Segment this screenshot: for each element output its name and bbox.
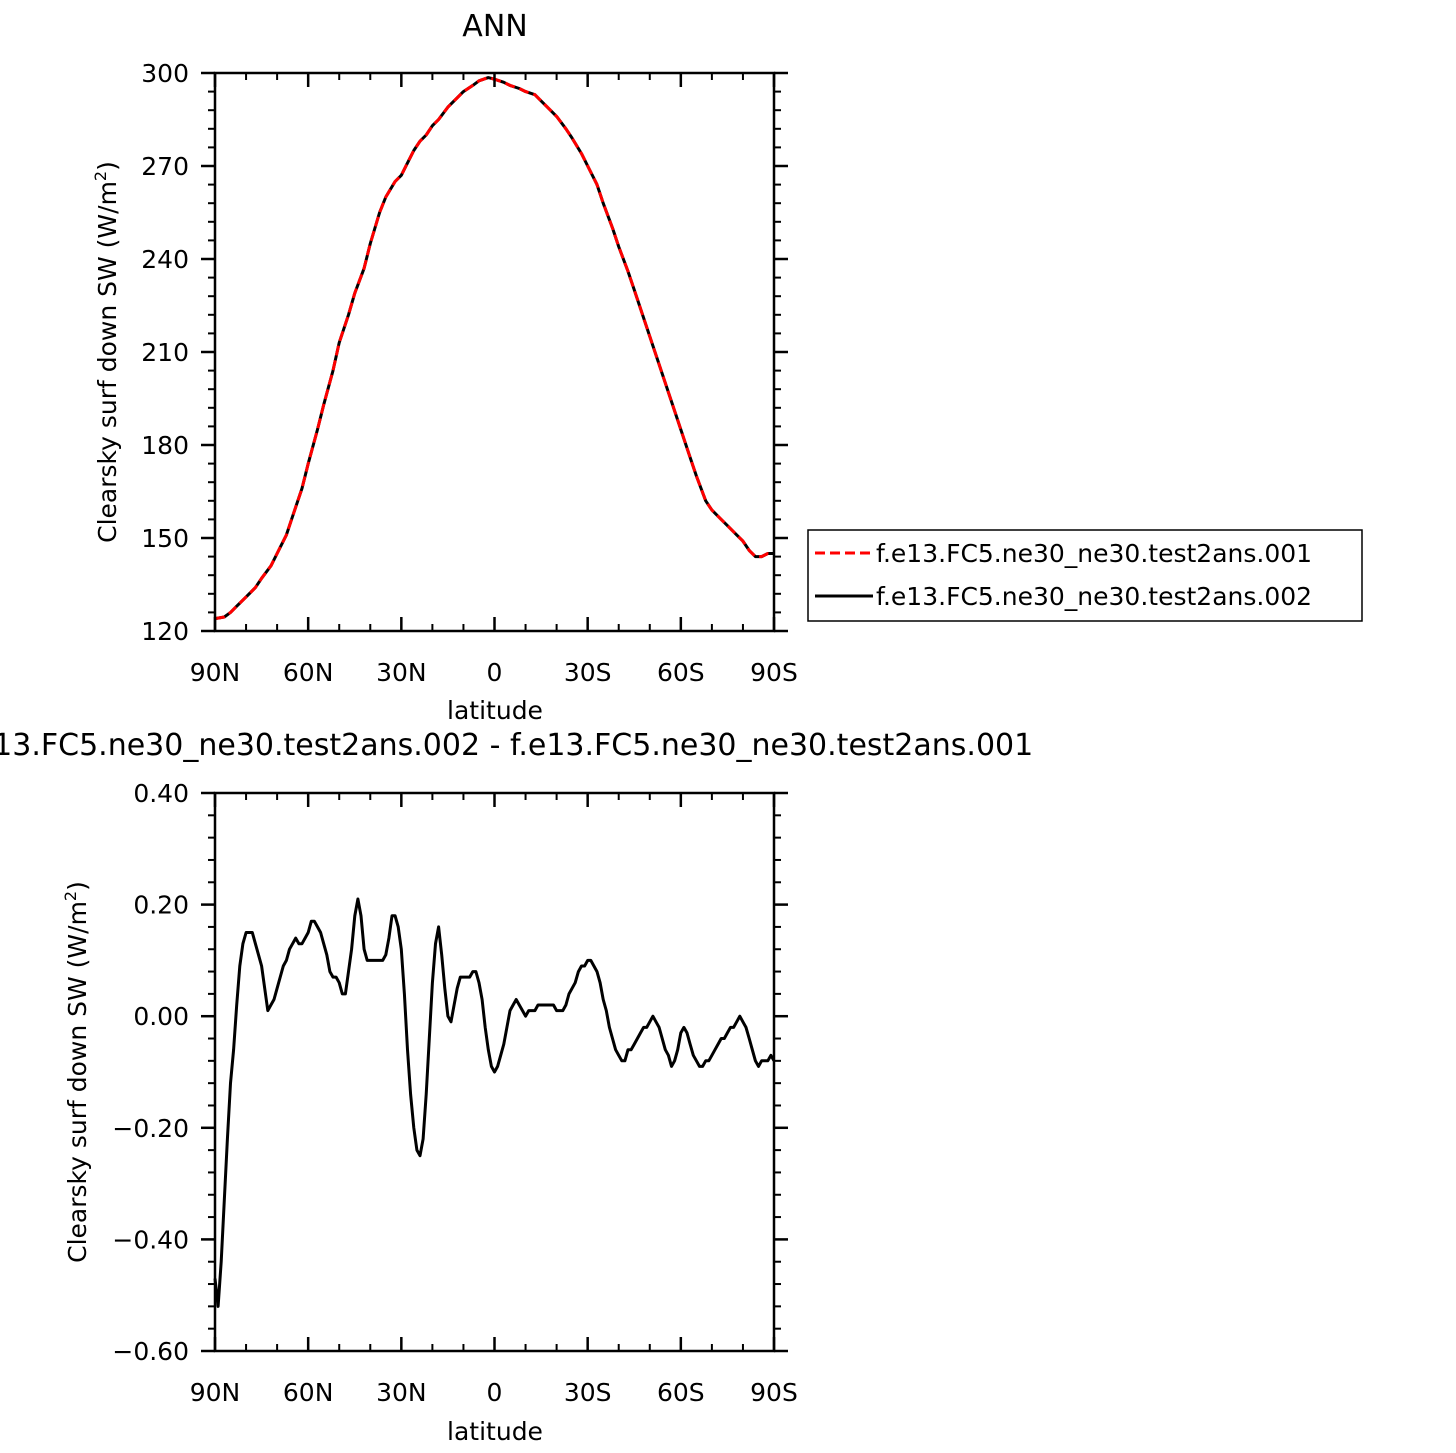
x-tick-label: 30S (564, 658, 612, 687)
y-tick-label: 0.00 (133, 1002, 189, 1031)
x-tick-label: 0 (487, 658, 503, 687)
y-tick-label: 180 (141, 431, 189, 460)
legend-box (807, 529, 1363, 622)
top-plot-frame (213, 71, 776, 633)
y-tick-label: −0.60 (112, 1337, 189, 1366)
x-tick-label: 60S (657, 1378, 705, 1407)
x-tick-label: 30N (376, 658, 427, 687)
legend-label-run2: f.e13.FC5.ne30_ne30.test2ans.002 (876, 582, 1312, 611)
y-tick-label: 240 (141, 245, 189, 274)
top-series-group (214, 76, 774, 621)
y-tick-label: 120 (141, 617, 189, 646)
bottom-y-axis-label: Clearsky surf down SW (W/m2) (61, 881, 92, 1263)
x-tick-label: 90S (750, 1378, 798, 1407)
bottom-x-axis-label: latitude (447, 1417, 543, 1446)
y-tick-label: 0.40 (133, 779, 189, 808)
x-tick-label: 60N (283, 1378, 334, 1407)
legend: f.e13.FC5.ne30_ne30.test2ans.001 f.e13.F… (807, 529, 1363, 622)
mean-panel: ANN 90N 60N 30N 0 30S 60S 90S 120 150 180 210 240 27… (91, 9, 1363, 725)
x-tick-label: 60N (283, 658, 334, 687)
legend-label-run1: f.e13.FC5.ne30_ne30.test2ans.001 (876, 539, 1312, 568)
x-tick-label: 90S (750, 658, 798, 687)
y-tick-label: 300 (141, 59, 189, 88)
x-tick-label: 90N (190, 1378, 241, 1407)
y-tick-label: 210 (141, 338, 189, 367)
bottom-chart-title: f.e13.FC5.ne30_ne30.test2ans.002 - f.e13… (0, 728, 1033, 763)
bottom-ticks-group: 90N 60N 30N 0 30S 60S 90S −0.60 −0.40 −0.20 0.00 0.… (112, 779, 797, 1407)
x-tick-label: 30N (376, 1378, 427, 1407)
top-y-axis-label: Clearsky surf down SW (W/m2) (91, 161, 122, 543)
x-tick-label: 30S (564, 1378, 612, 1407)
x-tick-label: 0 (487, 1378, 503, 1407)
x-tick-label: 90N (190, 658, 241, 687)
y-tick-label: −0.20 (112, 1114, 189, 1143)
top-ticks-group: 90N 60N 30N 0 30S 60S 90S 120 150 180 210 240 270 300 (141, 59, 798, 687)
y-tick-label: −0.40 (112, 1225, 189, 1254)
series-line-1 (213, 897, 776, 1308)
y-tick-label: 150 (141, 524, 189, 553)
x-tick-label: 60S (657, 658, 705, 687)
top-x-axis-label: latitude (447, 696, 543, 725)
series-line-2 (214, 76, 774, 621)
y-tick-label: 270 (141, 152, 189, 181)
difference-panel: f.e13.FC5.ne30_ne30.test2ans.002 - f.e13… (0, 728, 1033, 1446)
bottom-series-group (213, 897, 776, 1308)
series-line-1 (214, 76, 774, 621)
y-tick-label: 0.20 (133, 891, 189, 920)
top-chart-title: ANN (462, 9, 527, 44)
